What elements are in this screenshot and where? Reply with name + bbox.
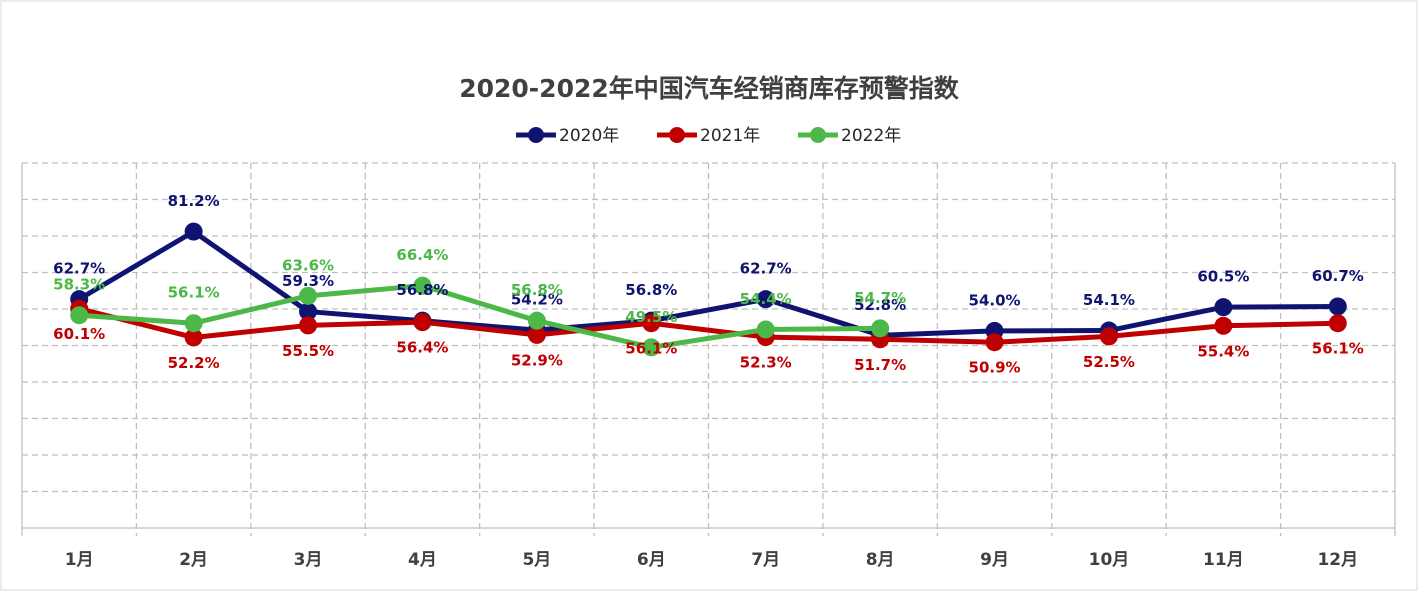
- data-label: 49.5%: [625, 308, 677, 326]
- data-point: [299, 286, 318, 305]
- x-tick-label: 5月: [522, 550, 551, 570]
- x-tick-label: 10月: [1089, 550, 1130, 570]
- x-tick-label: 12月: [1317, 550, 1358, 570]
- data-label: 63.6%: [282, 256, 334, 274]
- chart-title: 2020-2022年中国汽车经销商库存预警指数: [459, 74, 960, 103]
- data-point: [1099, 327, 1118, 346]
- data-label: 81.2%: [168, 192, 220, 210]
- data-point: [527, 311, 546, 330]
- data-label: 56.1%: [1312, 340, 1364, 358]
- data-point: [70, 306, 89, 325]
- series-line: [79, 283, 881, 350]
- x-tick-label: 11月: [1203, 550, 1244, 570]
- data-label: 56.4%: [396, 339, 448, 357]
- legend-marker: [810, 127, 826, 143]
- data-label: 54.7%: [854, 289, 906, 307]
- data-point: [756, 290, 775, 309]
- x-tick-label: 1月: [65, 550, 94, 570]
- x-tick-label: 7月: [751, 550, 780, 570]
- legend-marker: [528, 127, 544, 143]
- x-tick-label: 8月: [866, 550, 895, 570]
- data-point: [527, 325, 546, 344]
- data-point: [642, 338, 661, 357]
- data-label: 55.5%: [282, 342, 334, 360]
- data-label: 52.5%: [1083, 353, 1135, 371]
- legend-label: 2020年: [559, 126, 619, 146]
- data-point: [642, 314, 661, 333]
- data-label: 59.3%: [282, 272, 334, 290]
- legend-label: 2021年: [700, 126, 760, 146]
- data-point: [184, 222, 203, 241]
- data-label: 58.3%: [53, 276, 105, 294]
- data-point: [1214, 316, 1233, 335]
- data-point: [871, 319, 890, 338]
- data-label: 52.3%: [740, 354, 792, 372]
- data-label: 56.8%: [396, 281, 448, 299]
- data-point: [184, 314, 203, 333]
- series-line: [78, 306, 1338, 345]
- data-label: 60.5%: [1197, 268, 1249, 286]
- x-tick-label: 4月: [408, 550, 437, 570]
- data-point: [1328, 314, 1347, 333]
- data-label: 56.8%: [625, 281, 677, 299]
- data-label: 62.7%: [740, 260, 792, 278]
- data-point: [413, 313, 432, 332]
- x-tick-label: 9月: [980, 550, 1009, 570]
- data-label: 54.1%: [1083, 291, 1135, 309]
- data-point: [985, 333, 1004, 352]
- x-tick-label: 2月: [179, 550, 208, 570]
- x-tick-label: 6月: [637, 550, 666, 570]
- legend-marker: [669, 127, 685, 143]
- legend-label: 2022年: [841, 126, 901, 146]
- data-point: [1214, 298, 1233, 317]
- data-label: 62.7%: [53, 260, 105, 278]
- data-label: 56.8%: [511, 281, 563, 299]
- data-label: 60.1%: [53, 325, 105, 343]
- data-label: 52.8%: [854, 296, 906, 314]
- data-label: 54.4%: [740, 290, 792, 308]
- data-label: 51.7%: [854, 356, 906, 374]
- data-label: 60.7%: [1312, 267, 1364, 285]
- data-label: 56.1%: [625, 340, 677, 358]
- data-label: 54.2%: [511, 291, 563, 309]
- x-tick-label: 3月: [294, 550, 323, 570]
- data-point: [756, 320, 775, 339]
- data-label: 50.9%: [969, 359, 1021, 377]
- data-label: 66.4%: [396, 246, 448, 264]
- data-point: [184, 328, 203, 347]
- legend: 2020年 2021年 2022年: [516, 126, 901, 146]
- data-point: [299, 302, 318, 321]
- data-label: 55.4%: [1197, 342, 1249, 360]
- data-point: [299, 316, 318, 335]
- data-point: [1328, 297, 1347, 316]
- data-label: 52.2%: [168, 354, 220, 372]
- data-label: 56.1%: [168, 284, 220, 302]
- data-label: 52.9%: [511, 351, 563, 369]
- data-label: 54.0%: [969, 291, 1021, 309]
- data-point: [413, 276, 432, 295]
